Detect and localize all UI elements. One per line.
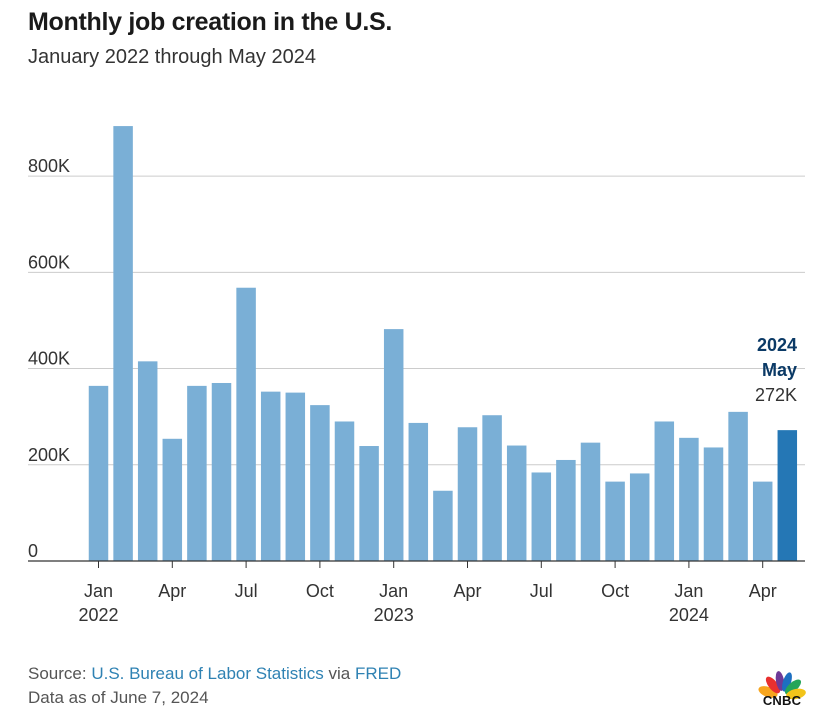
bar-oct-2022: [310, 405, 330, 561]
annotation-year: 2024: [757, 335, 797, 355]
source-prefix: Source:: [28, 664, 92, 683]
bar-mar-2024: [728, 411, 748, 561]
x-tick-label: Jan: [674, 581, 703, 601]
bar-sep-2023: [580, 442, 601, 561]
bar-chart: 0 200K 400K 600K 800K Jan 2022 Apr Jul Oct Jan 2023…: [28, 126, 805, 625]
bar-jun-2023: [506, 445, 527, 561]
y-tick-label: 400K: [28, 349, 70, 369]
x-tick-label: Apr: [749, 581, 777, 601]
annotation-value: 272K: [755, 385, 797, 405]
x-tick-label: Jul: [530, 581, 553, 601]
bar-aug-2023: [556, 459, 576, 561]
bar-jul-2022: [236, 287, 256, 561]
source-via: via: [323, 664, 355, 683]
chart-subtitle: January 2022 through May 2024: [28, 46, 316, 68]
x-tick-year: 2022: [78, 605, 118, 625]
chart-title: Monthly job creation in the U.S.: [28, 8, 393, 36]
bar-aug-2022: [260, 391, 281, 561]
x-tick-label: Oct: [306, 581, 334, 601]
bar-apr-2023: [457, 427, 478, 561]
bar-dec-2023: [654, 421, 675, 561]
bar-dec-2022: [359, 446, 379, 561]
bar-jan-2024: [679, 437, 699, 561]
bar-nov-2022: [334, 421, 355, 561]
bar-apr-2022: [162, 438, 183, 561]
y-tick-label: 800K: [28, 156, 70, 176]
y-tick-label: 0: [28, 541, 38, 561]
bar-jun-2022: [211, 382, 232, 561]
bar-may-2022: [187, 385, 207, 561]
x-tick-label: Jan: [379, 581, 408, 601]
bar-mar-2023: [433, 490, 453, 561]
bls-link[interactable]: U.S. Bureau of Labor Statistics: [91, 664, 324, 683]
bar-feb-2023: [408, 422, 429, 561]
bar-apr-2024: [752, 481, 773, 561]
peacock-icon: [758, 671, 806, 700]
bar-jan-2022: [88, 385, 109, 561]
bar-may-2023: [482, 415, 502, 561]
bar-may-2024: [777, 430, 798, 561]
bar-mar-2022: [137, 361, 158, 561]
bar-sep-2022: [285, 392, 306, 561]
x-tick-label: Oct: [601, 581, 629, 601]
cnbc-logo-text: CNBC: [762, 693, 802, 708]
y-tick-label: 600K: [28, 252, 70, 272]
x-tick-label: Jan: [84, 581, 113, 601]
annotation-month: May: [762, 360, 797, 380]
bar-oct-2023: [605, 481, 625, 561]
bar-feb-2024: [703, 447, 724, 561]
source-line: Source: U.S. Bureau of Labor Statistics …: [28, 664, 401, 684]
x-tick-label: Apr: [453, 581, 481, 601]
x-tick-label: Apr: [158, 581, 186, 601]
bar-jul-2023: [531, 472, 552, 561]
x-tick-year: 2024: [669, 605, 709, 625]
bar-feb-2022: [113, 126, 133, 561]
bar-jan-2023: [383, 329, 404, 561]
fred-link[interactable]: FRED: [354, 664, 402, 683]
y-tick-label: 200K: [28, 445, 70, 465]
data-as-of: Data as of June 7, 2024: [28, 688, 209, 707]
x-tick-year: 2023: [374, 605, 414, 625]
bar-nov-2023: [629, 473, 650, 561]
x-tick-label: Jul: [235, 581, 258, 601]
